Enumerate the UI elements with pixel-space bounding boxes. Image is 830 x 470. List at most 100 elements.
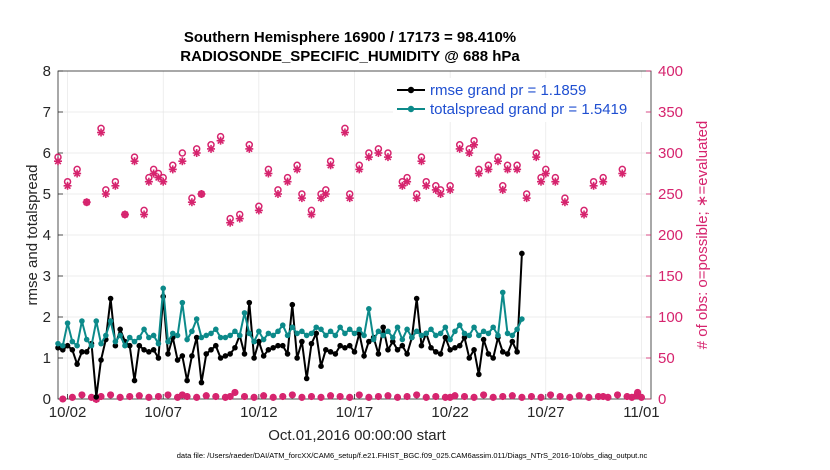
point-totalspread [409,334,415,341]
point-rmse [471,347,477,353]
point-rmse [394,347,401,353]
obs-evaluated-marker [97,128,106,137]
obs-evaluated-marker [130,157,139,166]
point-rmse [131,377,138,384]
point-rmse [241,351,248,357]
obs-near-zero-star [226,393,234,400]
obs-evaluated-marker [513,165,522,174]
point-rmse [165,351,171,357]
left-axis-ticks: 0 1 2 3 4 5 6 7 8 [43,63,63,408]
point-totalspread [404,326,410,333]
point-rmse [323,347,329,353]
obs-possible-marker [178,149,187,157]
obs-evaluated-marker [560,198,569,207]
point-rmse [337,342,343,349]
obs-evaluated-marker [493,157,502,166]
x-tick-label: 10/27 [527,404,565,421]
point-rmse [246,299,253,306]
point-rmse [385,347,391,353]
y-tick-label: 3 [43,268,51,285]
obs-evaluated-marker [297,194,306,203]
obs-near-zero-star [480,391,488,399]
point-totalspread [88,342,95,349]
obs-evaluated-marker [321,190,330,198]
point-rmse [270,344,277,351]
point-totalspread [131,338,138,345]
point-rmse [208,347,214,353]
point-totalspread [351,330,358,337]
point-totalspread [289,324,296,331]
x-tick-label: 10/12 [240,404,278,421]
obs-near-zero-star [547,391,554,399]
chart-subtitle: RADIOSONDE_SPECIFIC_HUMIDITY @ 688 hPa [180,48,520,65]
point-totalspread [461,330,468,337]
obs-evaluated-marker [73,169,82,178]
x-tick-label: 10/22 [431,404,469,421]
y-right-tick-label: 200 [658,227,683,244]
point-totalspread [246,330,253,337]
grid-lines [58,71,651,399]
legend-label-rmse: rmse grand pr = 1.1859 [430,82,586,99]
obs-evaluated-marker [101,190,110,198]
point-rmse [442,334,449,341]
obs-near-zero-star [470,393,478,401]
y-tick-label: 2 [43,309,51,326]
point-totalspread [413,328,420,335]
point-totalspread [361,332,367,339]
obs-near-zero-star [355,391,363,399]
y-right-tick-label: 350 [658,104,683,121]
point-totalspread [160,285,167,292]
obs-near-zero-star [394,393,401,401]
point-rmse [318,363,324,370]
point-totalspread [165,338,171,345]
x-axis-label: Oct.01,2016 00:00:00 start [268,427,446,444]
obs-evaluated-marker [484,165,493,174]
obs-near-zero-star [336,393,344,400]
point-rmse [284,351,291,357]
point-totalspread [514,326,520,333]
point-totalspread [308,330,315,337]
legend-marker-totalspread [407,105,415,113]
point-totalspread [265,330,272,337]
obs-evaluated-marker [264,169,273,178]
point-rmse [69,347,76,353]
x-tick-label: 10/17 [336,404,374,421]
point-rmse [452,344,458,351]
obs-near-zero-star [231,389,239,396]
obs-evaluated-marker [192,149,201,157]
point-totalspread [117,332,123,339]
point-rmse [217,355,224,361]
obs-evaluated-marker [580,210,589,219]
obs-near-zero-star [537,393,545,401]
obs-near-zero-star [135,392,143,400]
obs-evaluated-marker [551,177,560,186]
point-rmse [313,330,320,337]
point-rmse [193,334,200,341]
legend-marker-rmse [407,86,415,94]
obs-evaluated-marker [159,177,168,186]
legend: rmse grand pr = 1.1859 totalspread grand… [393,78,645,122]
obs-evaluated-marker [226,218,235,227]
obs-near-zero-star [327,392,334,400]
point-rmse [189,353,195,359]
point-totalspread [332,332,339,339]
obs-evaluated-marker [436,190,445,198]
point-totalspread [452,328,458,335]
point-totalspread [232,328,238,335]
point-totalspread [241,310,248,316]
point-rmse [485,351,492,357]
obs-evaluated-marker [417,157,426,166]
obs-evaluated-marker [522,194,531,203]
obs-evaluated-marker [197,190,206,198]
point-totalspread [394,324,401,331]
y-tick-label: 5 [43,186,51,203]
point-totalspread [323,332,329,339]
point-totalspread [337,324,343,331]
point-rmse [519,250,525,257]
obs-near-zero-star [68,393,76,401]
obs-count-markers [54,124,645,403]
point-totalspread [169,330,176,337]
y-right-tick-label: 400 [658,63,683,80]
obs-near-zero-star [202,392,210,400]
obs-evaluated-marker [589,181,598,190]
